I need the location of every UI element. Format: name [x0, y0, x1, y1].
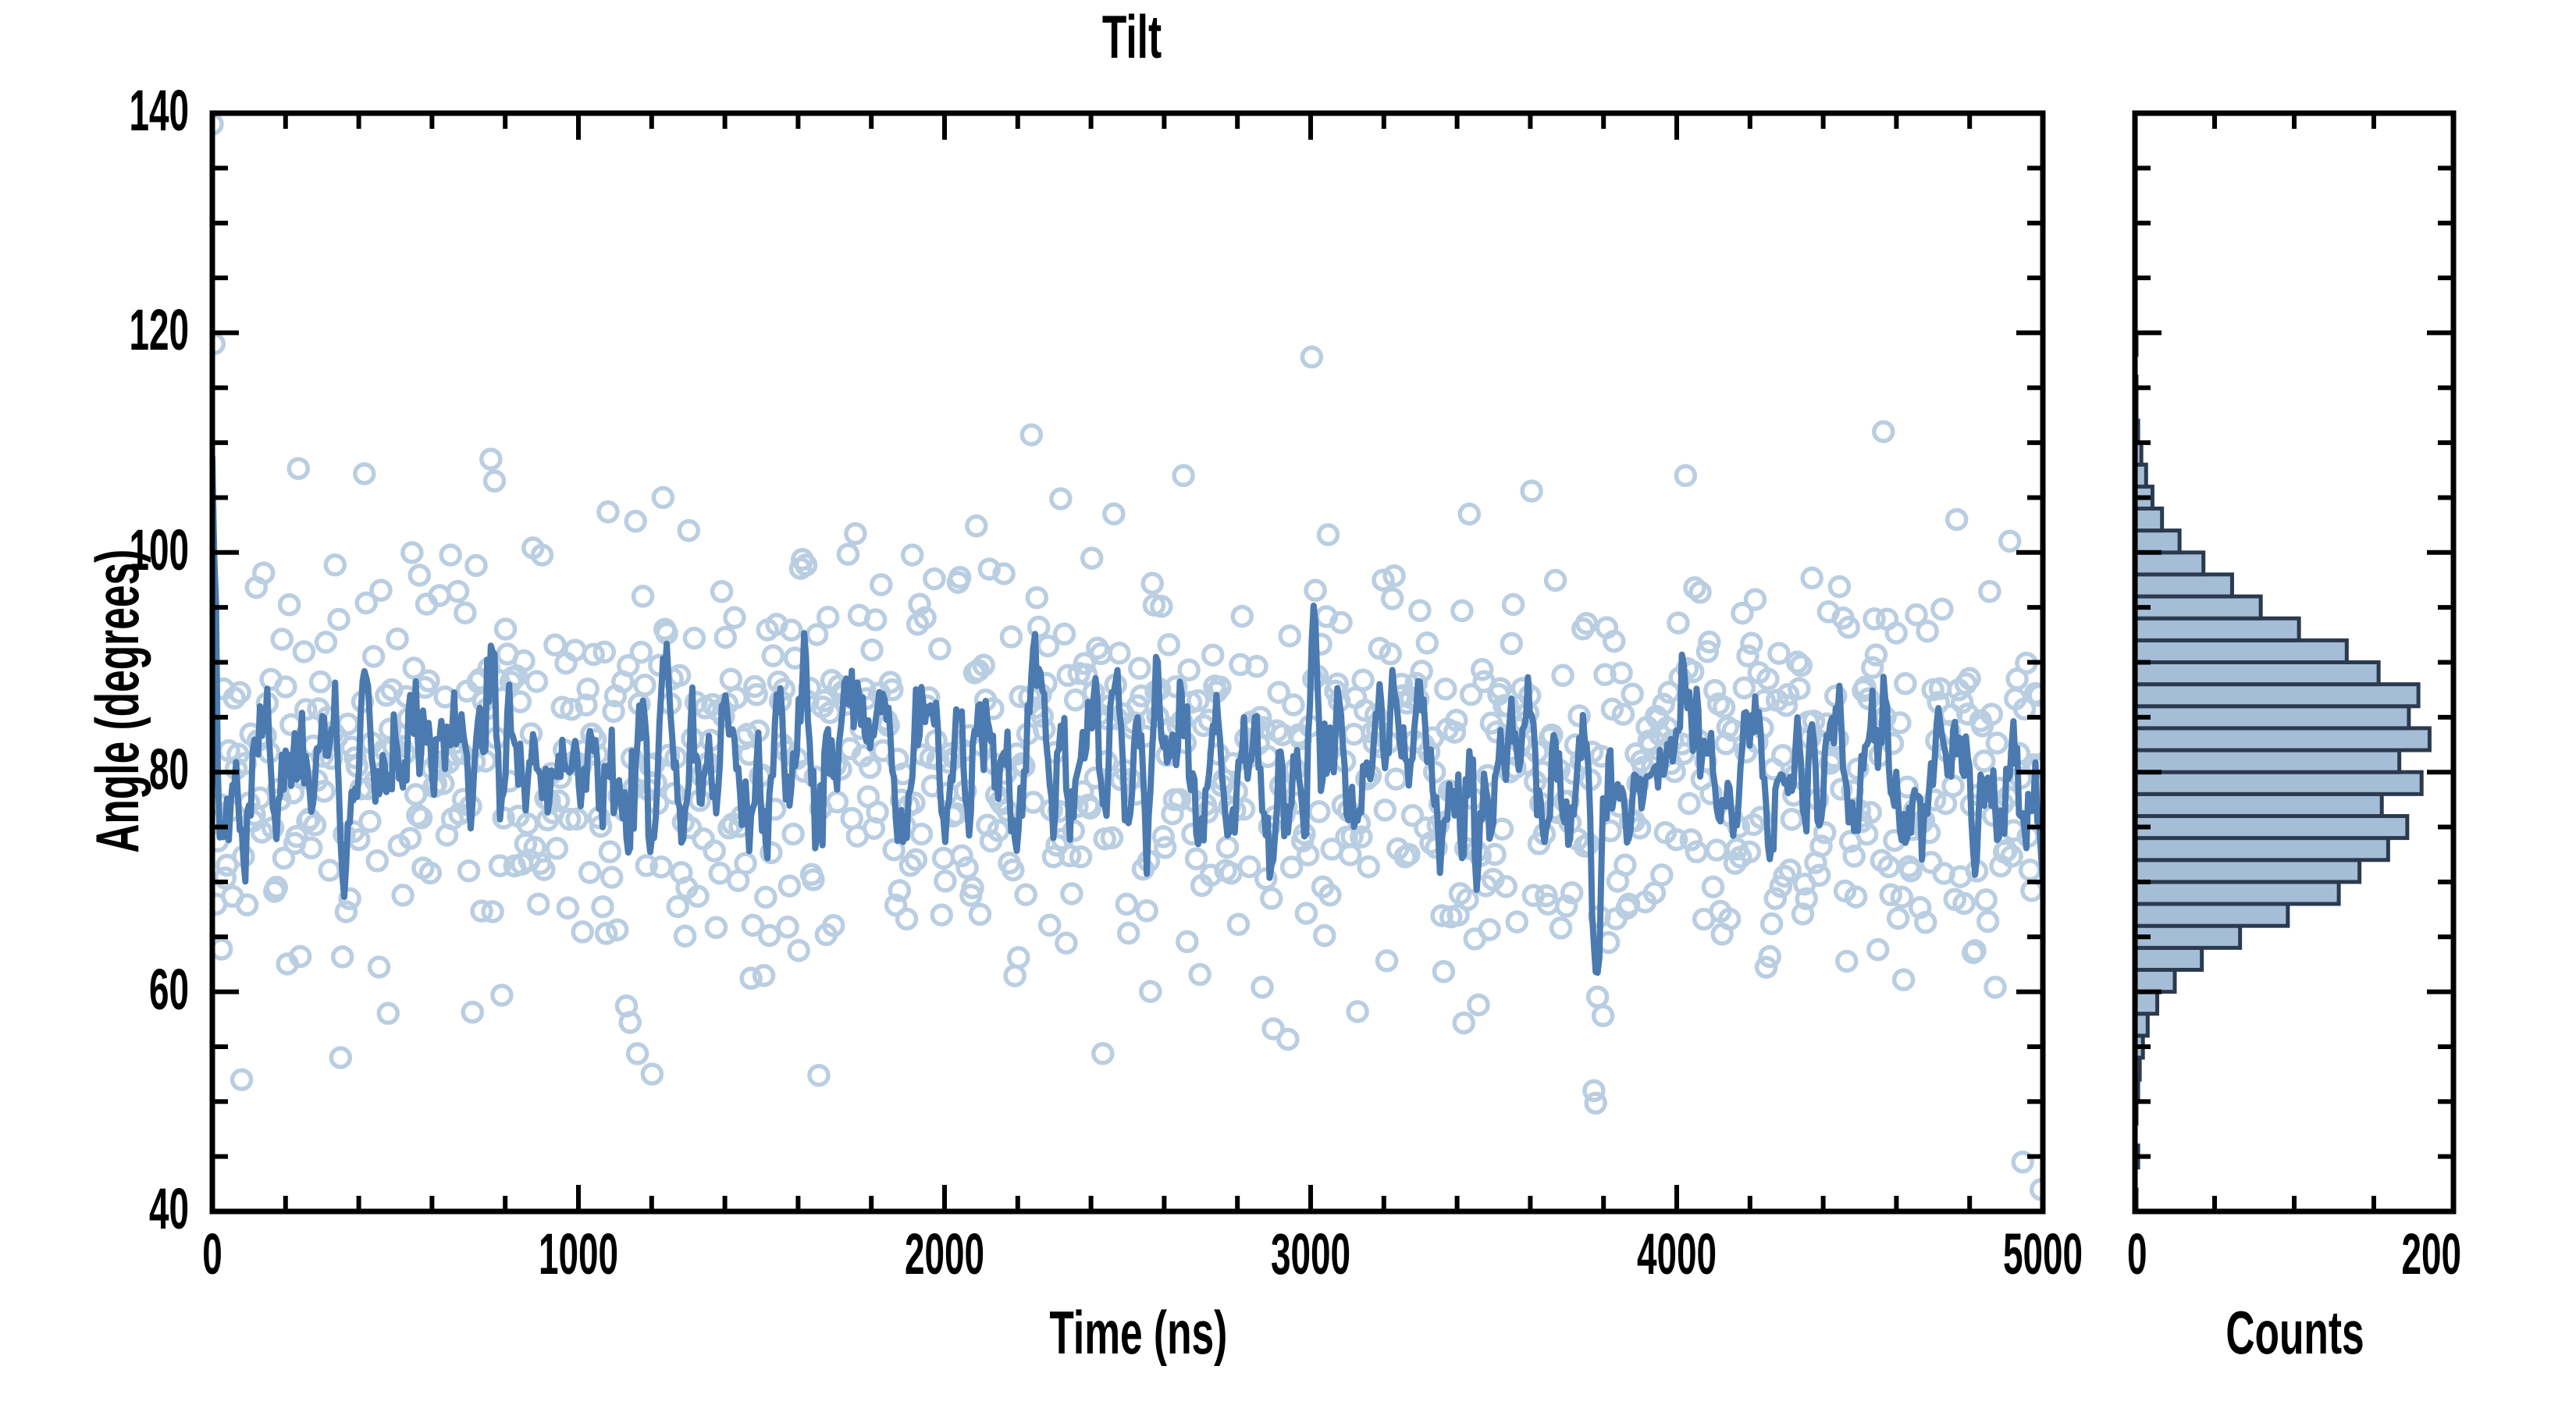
histogram-bar — [2135, 616, 2301, 642]
hist-panel-frame — [2132, 110, 2457, 1215]
histogram-bar — [2135, 726, 2432, 752]
y-tick-label: 100 — [129, 517, 189, 582]
main-panel-frame — [209, 110, 2046, 1215]
histogram-bar — [2135, 770, 2424, 796]
x-tick-label: 0 — [202, 1222, 222, 1286]
x-tick-label: 1000 — [538, 1222, 619, 1286]
histogram-bar — [2135, 902, 2290, 928]
histogram-bars-layer — [2135, 330, 2432, 1211]
histogram-bar — [2135, 638, 2349, 664]
running-average-line-layer — [212, 454, 2043, 976]
histogram-bar — [2135, 880, 2341, 906]
histogram-bar — [2135, 858, 2362, 884]
histogram-bar — [2135, 528, 2182, 555]
histogram-bar — [2135, 682, 2421, 709]
hist-x-tick-label: 0 — [2127, 1222, 2147, 1286]
x-tick-label: 5000 — [2002, 1222, 2083, 1286]
histogram-bar — [2135, 791, 2384, 818]
histogram-bar — [2135, 967, 2177, 994]
y-tick-label: 40 — [148, 1176, 189, 1241]
x-axis-label-main: Time (ns) — [1049, 1298, 1228, 1367]
x-axis-label-hist: Counts — [2226, 1298, 2364, 1367]
histogram-bar — [2135, 704, 2411, 731]
running-average-line — [212, 454, 2043, 976]
axis-ticks-layer — [210, 111, 2456, 1214]
scatter-points-layer — [212, 113, 2043, 1201]
y-tick-label: 140 — [129, 78, 189, 143]
histogram-bar — [2135, 923, 2243, 950]
histogram-bar — [2135, 550, 2206, 577]
x-tick-label: 3000 — [1270, 1222, 1351, 1286]
histogram-bar — [2135, 572, 2234, 599]
histogram-bar — [2135, 813, 2410, 841]
histogram-bar — [2135, 594, 2263, 621]
histogram-bar — [2135, 748, 2402, 774]
y-tick-label: 60 — [148, 956, 189, 1022]
plot-title: Tilt — [1101, 2, 1162, 71]
histogram-bar — [2135, 836, 2390, 863]
hist-x-tick-label: 200 — [2401, 1222, 2461, 1286]
histogram-bar — [2135, 507, 2165, 533]
axis-frames-layer — [209, 110, 2457, 1215]
histogram-bar — [2135, 990, 2160, 1016]
scatter-markers — [212, 113, 2043, 1201]
histogram-bar — [2135, 945, 2204, 972]
histogram-bar — [2135, 660, 2381, 687]
y-tick-label: 80 — [148, 737, 189, 802]
x-tick-label: 4000 — [1636, 1222, 1717, 1286]
x-tick-label: 2000 — [904, 1222, 985, 1286]
y-tick-label: 120 — [129, 297, 189, 363]
